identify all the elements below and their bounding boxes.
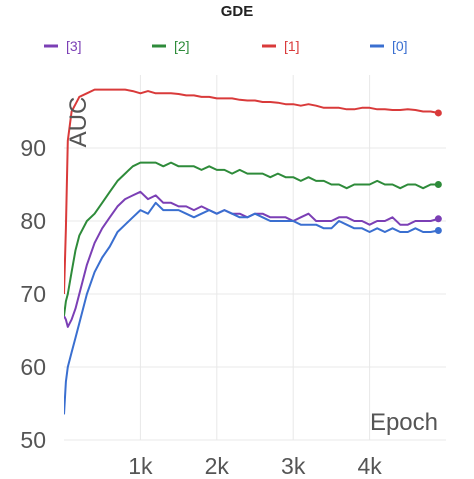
y-tick-label: 80	[20, 208, 46, 234]
chart-title: GDE	[221, 3, 254, 20]
series-line-2	[64, 88, 439, 295]
y-tick-label: 60	[20, 354, 46, 380]
x-tick-label: 2k	[205, 453, 230, 479]
series-line-1	[64, 161, 439, 317]
series-line-3	[64, 201, 439, 415]
legend-label: [2]	[174, 38, 190, 54]
x-axis-ticks: 1k 2k 3k 4k	[128, 453, 382, 479]
series-end-point-0	[434, 215, 442, 223]
x-axis-title: Epoch	[370, 409, 438, 436]
y-axis-title: AUC	[65, 97, 92, 148]
y-tick-label: 50	[20, 427, 46, 453]
series-end-point-3	[434, 226, 442, 234]
x-tick-label: 3k	[281, 453, 306, 479]
legend: [3] [2] [1] [0]	[44, 38, 408, 54]
x-tick-label: 1k	[128, 453, 153, 479]
grid	[64, 75, 446, 441]
series-line-0	[64, 190, 439, 328]
series-end-point-1	[434, 181, 442, 188]
series-end-point-2	[434, 109, 442, 117]
series-lines	[64, 88, 442, 415]
y-tick-label: 70	[20, 281, 46, 307]
legend-label: [3]	[66, 38, 82, 54]
legend-label: [1]	[284, 38, 300, 54]
x-tick-label: 4k	[357, 453, 382, 479]
legend-label: [0]	[392, 38, 408, 54]
y-axis-ticks: 50 60 70 80 90	[20, 135, 46, 453]
y-tick-label: 90	[20, 135, 46, 161]
